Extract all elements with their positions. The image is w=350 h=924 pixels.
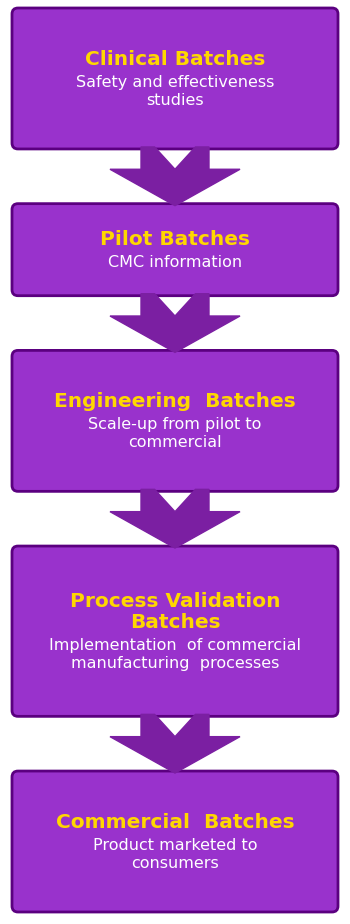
Text: Product marketed to
consumers: Product marketed to consumers	[93, 838, 257, 871]
Polygon shape	[110, 294, 240, 352]
Text: Safety and effectiveness
studies: Safety and effectiveness studies	[76, 75, 274, 108]
Text: Scale-up from pilot to
commercial: Scale-up from pilot to commercial	[88, 418, 262, 450]
Text: Engineering  Batches: Engineering Batches	[54, 392, 296, 411]
FancyBboxPatch shape	[12, 8, 338, 149]
Text: Process Validation
Batches: Process Validation Batches	[70, 591, 280, 632]
FancyBboxPatch shape	[12, 771, 338, 912]
Text: Implementation  of commercial
manufacturing  processes: Implementation of commercial manufacturi…	[49, 638, 301, 672]
Text: Commercial  Batches: Commercial Batches	[56, 813, 294, 832]
Text: Clinical Batches: Clinical Batches	[85, 50, 265, 68]
Polygon shape	[110, 714, 240, 773]
Polygon shape	[110, 490, 240, 548]
Text: Pilot Batches: Pilot Batches	[100, 229, 250, 249]
FancyBboxPatch shape	[12, 203, 338, 296]
Polygon shape	[110, 147, 240, 206]
Text: CMC information: CMC information	[108, 255, 242, 270]
FancyBboxPatch shape	[12, 350, 338, 492]
FancyBboxPatch shape	[12, 546, 338, 716]
